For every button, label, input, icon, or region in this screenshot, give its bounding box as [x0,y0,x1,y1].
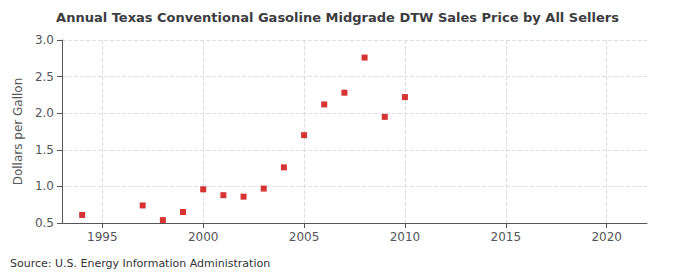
svg-text:2015: 2015 [491,230,522,244]
svg-text:1995: 1995 [87,230,118,244]
svg-text:0.5: 0.5 [35,216,54,230]
svg-text:2005: 2005 [289,230,320,244]
svg-text:2.5: 2.5 [35,70,54,84]
svg-text:1.0: 1.0 [35,179,54,193]
svg-text:3.0: 3.0 [35,33,54,47]
svg-text:Dollars per Gallon: Dollars per Gallon [11,78,25,186]
svg-text:2010: 2010 [390,230,421,244]
svg-text:2000: 2000 [188,230,219,244]
svg-text:Annual Texas Conventional Gaso: Annual Texas Conventional Gasoline Midgr… [56,10,619,25]
svg-text:2.0: 2.0 [35,106,54,120]
svg-text:Source: U.S. Energy Informatio: Source: U.S. Energy Information Administ… [10,257,270,270]
svg-text:1.5: 1.5 [35,143,54,157]
svg-text:2020: 2020 [591,230,622,244]
